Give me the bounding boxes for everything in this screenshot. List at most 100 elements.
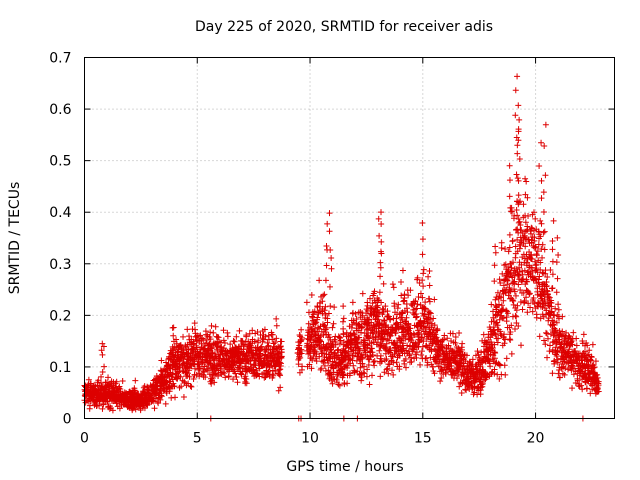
data-point [209, 375, 216, 382]
data-point [344, 380, 351, 387]
data-point [100, 343, 107, 350]
data-point [233, 333, 240, 340]
data-point [313, 358, 320, 365]
data-point [523, 178, 530, 185]
data-point [100, 401, 107, 408]
data-point [425, 273, 432, 280]
data-point [427, 336, 434, 343]
data-point [549, 285, 556, 292]
data-point [105, 374, 112, 381]
data-point [477, 363, 484, 370]
data-point [358, 377, 365, 384]
data-point [218, 365, 225, 372]
data-point [517, 239, 524, 246]
data-point [388, 367, 395, 374]
data-point [332, 339, 339, 346]
data-point [249, 327, 256, 334]
data-point [458, 346, 465, 353]
data-point [376, 289, 383, 296]
data-point [552, 327, 559, 334]
data-point [500, 315, 507, 322]
data-point [251, 338, 258, 345]
data-point [542, 329, 549, 336]
data-point [492, 243, 499, 250]
data-point [361, 370, 368, 377]
y-tick-label: 0.2 [49, 308, 71, 324]
data-point [506, 231, 513, 238]
data-point [186, 367, 193, 374]
data-point [542, 172, 549, 179]
data-point [174, 368, 181, 375]
data-point [207, 350, 214, 357]
data-point [540, 229, 547, 236]
data-point [374, 304, 381, 311]
data-point [364, 316, 371, 323]
data-point [419, 220, 426, 227]
data-point [525, 213, 532, 220]
data-point [389, 281, 396, 288]
data-point [510, 297, 517, 304]
data-point [551, 318, 558, 325]
data-point [308, 365, 315, 372]
data-point [413, 349, 420, 356]
data-point [232, 370, 239, 377]
data-point [314, 324, 321, 331]
data-point [514, 73, 521, 80]
data-point [359, 354, 366, 361]
data-point [184, 370, 191, 377]
data-point [380, 309, 387, 316]
data-point [209, 364, 216, 371]
data-point [219, 369, 226, 376]
data-point [537, 233, 544, 240]
data-point [413, 313, 420, 320]
data-point [541, 337, 548, 344]
data-point [526, 290, 533, 297]
grid-lines [84, 57, 615, 419]
data-point [507, 270, 514, 277]
data-point [221, 370, 228, 377]
data-point [515, 192, 522, 199]
data-point [298, 326, 305, 333]
data-point [463, 387, 470, 394]
data-point [173, 336, 180, 343]
data-point [493, 294, 500, 301]
data-point [255, 337, 262, 344]
data-point [458, 390, 465, 397]
data-point [509, 208, 516, 215]
data-point [273, 335, 280, 342]
data-point [91, 386, 98, 393]
data-point [278, 338, 285, 345]
data-point [366, 349, 373, 356]
data-point [410, 330, 417, 337]
data-point [190, 376, 197, 383]
data-point [353, 316, 360, 323]
data-point [413, 305, 420, 312]
data-point [518, 227, 525, 234]
data-point [208, 345, 215, 352]
data-point [257, 354, 264, 361]
data-point [383, 340, 390, 347]
data-point [375, 215, 382, 222]
data-point [236, 327, 243, 334]
data-point [500, 297, 507, 304]
data-point [369, 372, 376, 379]
data-point [542, 341, 549, 348]
data-point [85, 376, 92, 383]
data-point [352, 310, 359, 317]
data-point [559, 328, 566, 335]
data-point [380, 280, 387, 287]
data-point [318, 365, 325, 372]
data-point [314, 314, 321, 321]
data-point [497, 280, 504, 287]
data-point [512, 326, 519, 333]
data-point [377, 373, 384, 380]
data-point [340, 347, 347, 354]
data-point [306, 361, 313, 368]
data-point [99, 368, 106, 375]
data-point [496, 316, 503, 323]
data-point [98, 373, 105, 380]
data-point [325, 310, 332, 317]
data-point [382, 323, 389, 330]
x-tick-label: 20 [527, 431, 545, 447]
data-point [193, 371, 200, 378]
